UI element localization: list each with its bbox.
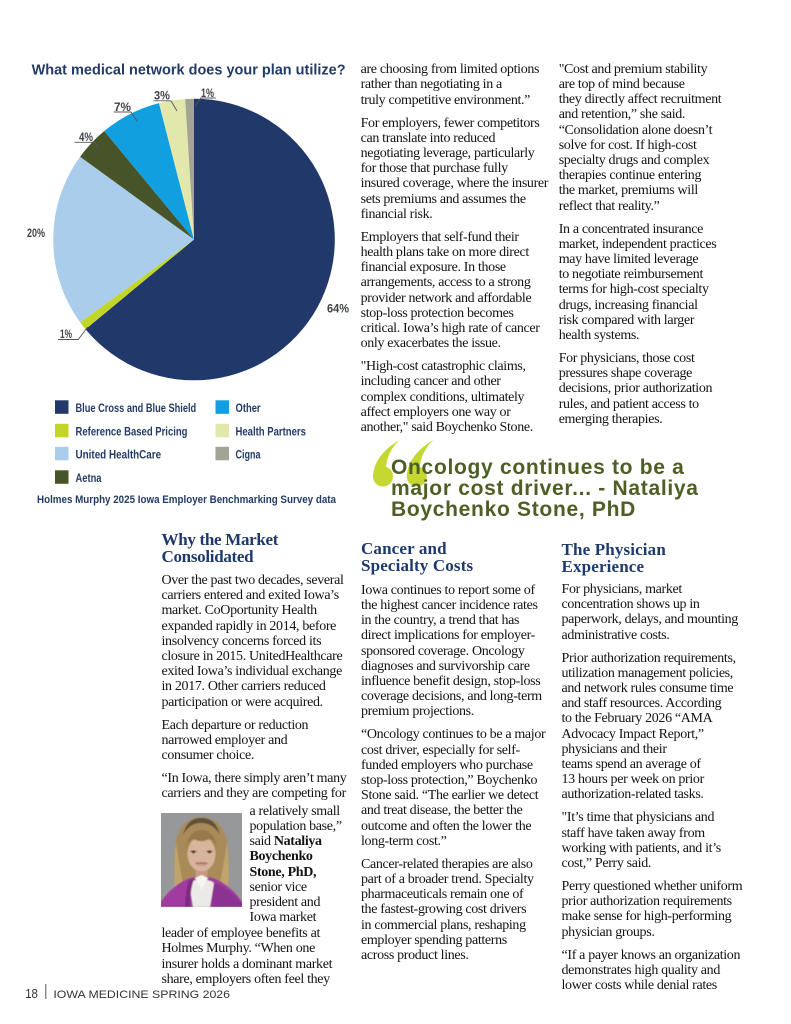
svg-text:Cigna: Cigna [236, 447, 261, 461]
svg-text:United HealthCare: United HealthCare [76, 447, 162, 461]
svg-text:1%: 1% [201, 86, 214, 100]
svg-text:Aetna: Aetna [76, 471, 102, 485]
svg-text:Blue Cross and Blue Shield: Blue Cross and Blue Shield [76, 401, 197, 415]
svg-text:Health Partners: Health Partners [236, 424, 307, 438]
svg-text:20%: 20% [27, 226, 45, 240]
svg-text:1%: 1% [60, 327, 72, 341]
svg-text:18: 18 [25, 986, 38, 1001]
svg-text:IOWA MEDICINE SPRING 2026: IOWA MEDICINE SPRING 2026 [53, 989, 230, 1001]
svg-text:Reference Based Pricing: Reference Based Pricing [76, 424, 188, 438]
svg-text:64%: 64% [327, 302, 349, 316]
svg-text:Holmes Murphy 2025 Iowa Employ: Holmes Murphy 2025 Iowa Employer Benchma… [37, 494, 337, 506]
svg-text:What medical network does your: What medical network does your plan util… [32, 62, 346, 79]
svg-text:4%: 4% [79, 130, 93, 144]
svg-text:Other: Other [236, 401, 261, 415]
svg-text:3%: 3% [154, 89, 170, 103]
svg-text:7%: 7% [114, 100, 131, 114]
